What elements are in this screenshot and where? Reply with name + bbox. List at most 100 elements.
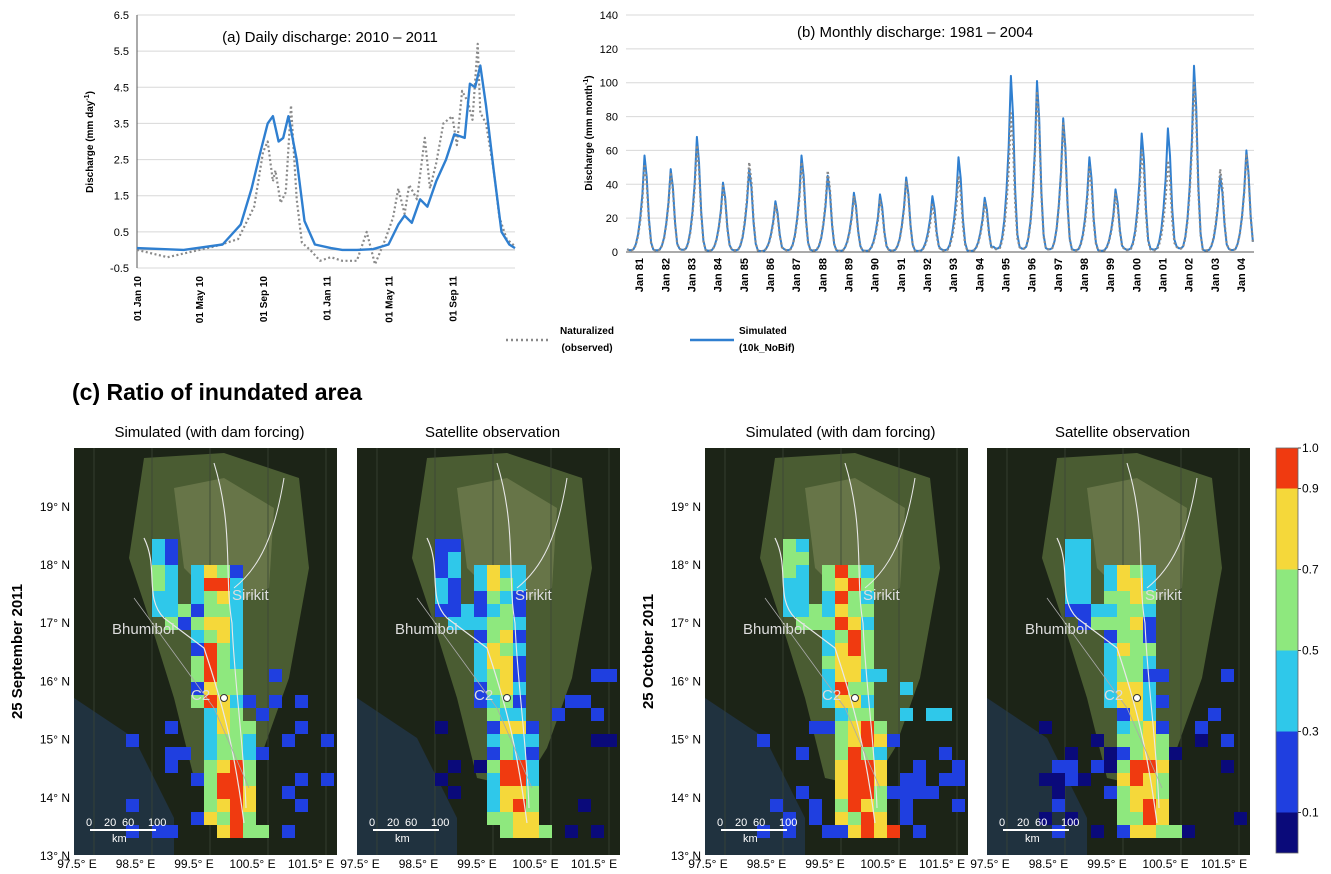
inundation-cell <box>1221 669 1234 682</box>
inundation-cell <box>500 565 513 578</box>
inundation-cell <box>900 708 913 721</box>
panel-a-xtick-label: 01 Jan 10 <box>133 276 144 321</box>
inundation-cell <box>513 812 526 825</box>
lon-tick-label: 98.5° E <box>1029 857 1069 871</box>
inundation-cell <box>1143 604 1156 617</box>
inundation-cell <box>1195 734 1208 747</box>
river-nan <box>213 462 247 809</box>
panel-a-ytick-label: 2.5 <box>114 155 129 167</box>
inundation-cell <box>243 721 256 734</box>
inundation-cell <box>204 604 217 617</box>
inundation-cell <box>1078 565 1091 578</box>
inundation-cell <box>217 643 230 656</box>
legend-simulated-label: Simulated <box>739 326 787 337</box>
inundation-cell <box>1078 578 1091 591</box>
inundation-cell <box>591 669 604 682</box>
inundation-cell <box>604 734 617 747</box>
inundation-cell <box>526 721 539 734</box>
lon-tick-label: 97.5° E <box>340 857 380 871</box>
inundation-cell <box>513 669 526 682</box>
inundation-cell <box>204 734 217 747</box>
inundation-cell <box>178 747 191 760</box>
inundation-cell <box>913 773 926 786</box>
inundation-cell <box>165 565 178 578</box>
inundation-cell <box>861 656 874 669</box>
inundation-cell <box>1065 760 1078 773</box>
station-c2-marker <box>851 694 859 702</box>
panel-b-xtick-label: Jan 98 <box>1079 258 1091 292</box>
inundation-cell <box>204 617 217 630</box>
inundation-cell <box>217 591 230 604</box>
inundation-cell <box>435 773 448 786</box>
colorbar-tick-label: 1.0 <box>1302 441 1319 455</box>
inundation-cell <box>243 760 256 773</box>
inundation-cell <box>939 773 952 786</box>
lon-tick-label: 100.5° E <box>1142 857 1188 871</box>
inundation-cell <box>835 604 848 617</box>
inundation-cell <box>900 799 913 812</box>
panel-b-ytick-label: 80 <box>606 112 618 124</box>
inundation-cell <box>1156 799 1169 812</box>
inundation-cell <box>874 825 887 838</box>
panel-b-xtick-label: Jan 81 <box>634 258 646 292</box>
inundation-cell <box>861 825 874 838</box>
panel-b-ylabel: Discharge (mm month-1) <box>583 75 595 190</box>
inundation-cell <box>1221 734 1234 747</box>
inundation-cell <box>1130 799 1143 812</box>
panel-b-xtick-label: Jan 00 <box>1131 258 1143 292</box>
lon-tick-label: 101.5° E <box>288 857 334 871</box>
inundation-cell <box>1091 825 1104 838</box>
scale-bar: 0 20 60 100 km <box>369 817 449 845</box>
label-bhumibol: Bhumibol <box>112 621 175 638</box>
inundation-cell <box>230 578 243 591</box>
panel-c-title: (c) Ratio of inundated area <box>72 379 362 405</box>
legend: Naturalized (observed) Simulated (10k_No… <box>506 326 795 354</box>
inundation-cell <box>435 591 448 604</box>
inundation-cell <box>230 591 243 604</box>
river-main <box>426 537 528 824</box>
map-sea <box>74 698 174 855</box>
inundation-cell <box>1117 643 1130 656</box>
inundation-cell <box>835 799 848 812</box>
inundation-cell <box>835 721 848 734</box>
inundation-cell <box>191 695 204 708</box>
inundation-cell <box>861 617 874 630</box>
inundation-cell <box>526 786 539 799</box>
inundation-cell <box>1078 604 1091 617</box>
lon-tick-label: 97.5° E <box>688 857 728 871</box>
inundation-cell <box>874 812 887 825</box>
lat-tick-label: 15° N <box>671 733 701 747</box>
inundation-cell <box>1117 617 1130 630</box>
inundation-cell <box>809 617 822 630</box>
station-c2-marker <box>1133 694 1141 702</box>
inundation-cell <box>1039 773 1052 786</box>
panel-b-xtick-label: Jan 01 <box>1157 258 1169 292</box>
inundation-cell <box>900 812 913 825</box>
panel-b-xtick-label: Jan 84 <box>713 257 725 292</box>
inundation-cell <box>1104 565 1117 578</box>
inundation-cell <box>861 643 874 656</box>
inundation-cell <box>1065 812 1078 825</box>
river-main <box>774 537 876 824</box>
inundation-cell <box>513 591 526 604</box>
river-nan <box>844 462 878 809</box>
inundation-cell <box>487 682 500 695</box>
lon-tick-label: 100.5° E <box>860 857 906 871</box>
inundation-cell <box>1143 786 1156 799</box>
lon-tick-label: 98.5° E <box>747 857 787 871</box>
lon-tick-label: 97.5° E <box>57 857 97 871</box>
inundation-cell <box>796 539 809 552</box>
inundation-cell <box>243 734 256 747</box>
lat-tick-label: 14° N <box>671 791 701 805</box>
inundation-cell <box>513 565 526 578</box>
lat-tick-label: 17° N <box>671 616 701 630</box>
inundation-cell <box>835 812 848 825</box>
inundation-cell <box>165 552 178 565</box>
inundation-cell <box>165 721 178 734</box>
inundation-cell <box>487 799 500 812</box>
inundation-cell <box>913 786 926 799</box>
inundation-cell <box>835 578 848 591</box>
inundation-cell <box>1182 825 1195 838</box>
map-sea <box>705 698 805 855</box>
